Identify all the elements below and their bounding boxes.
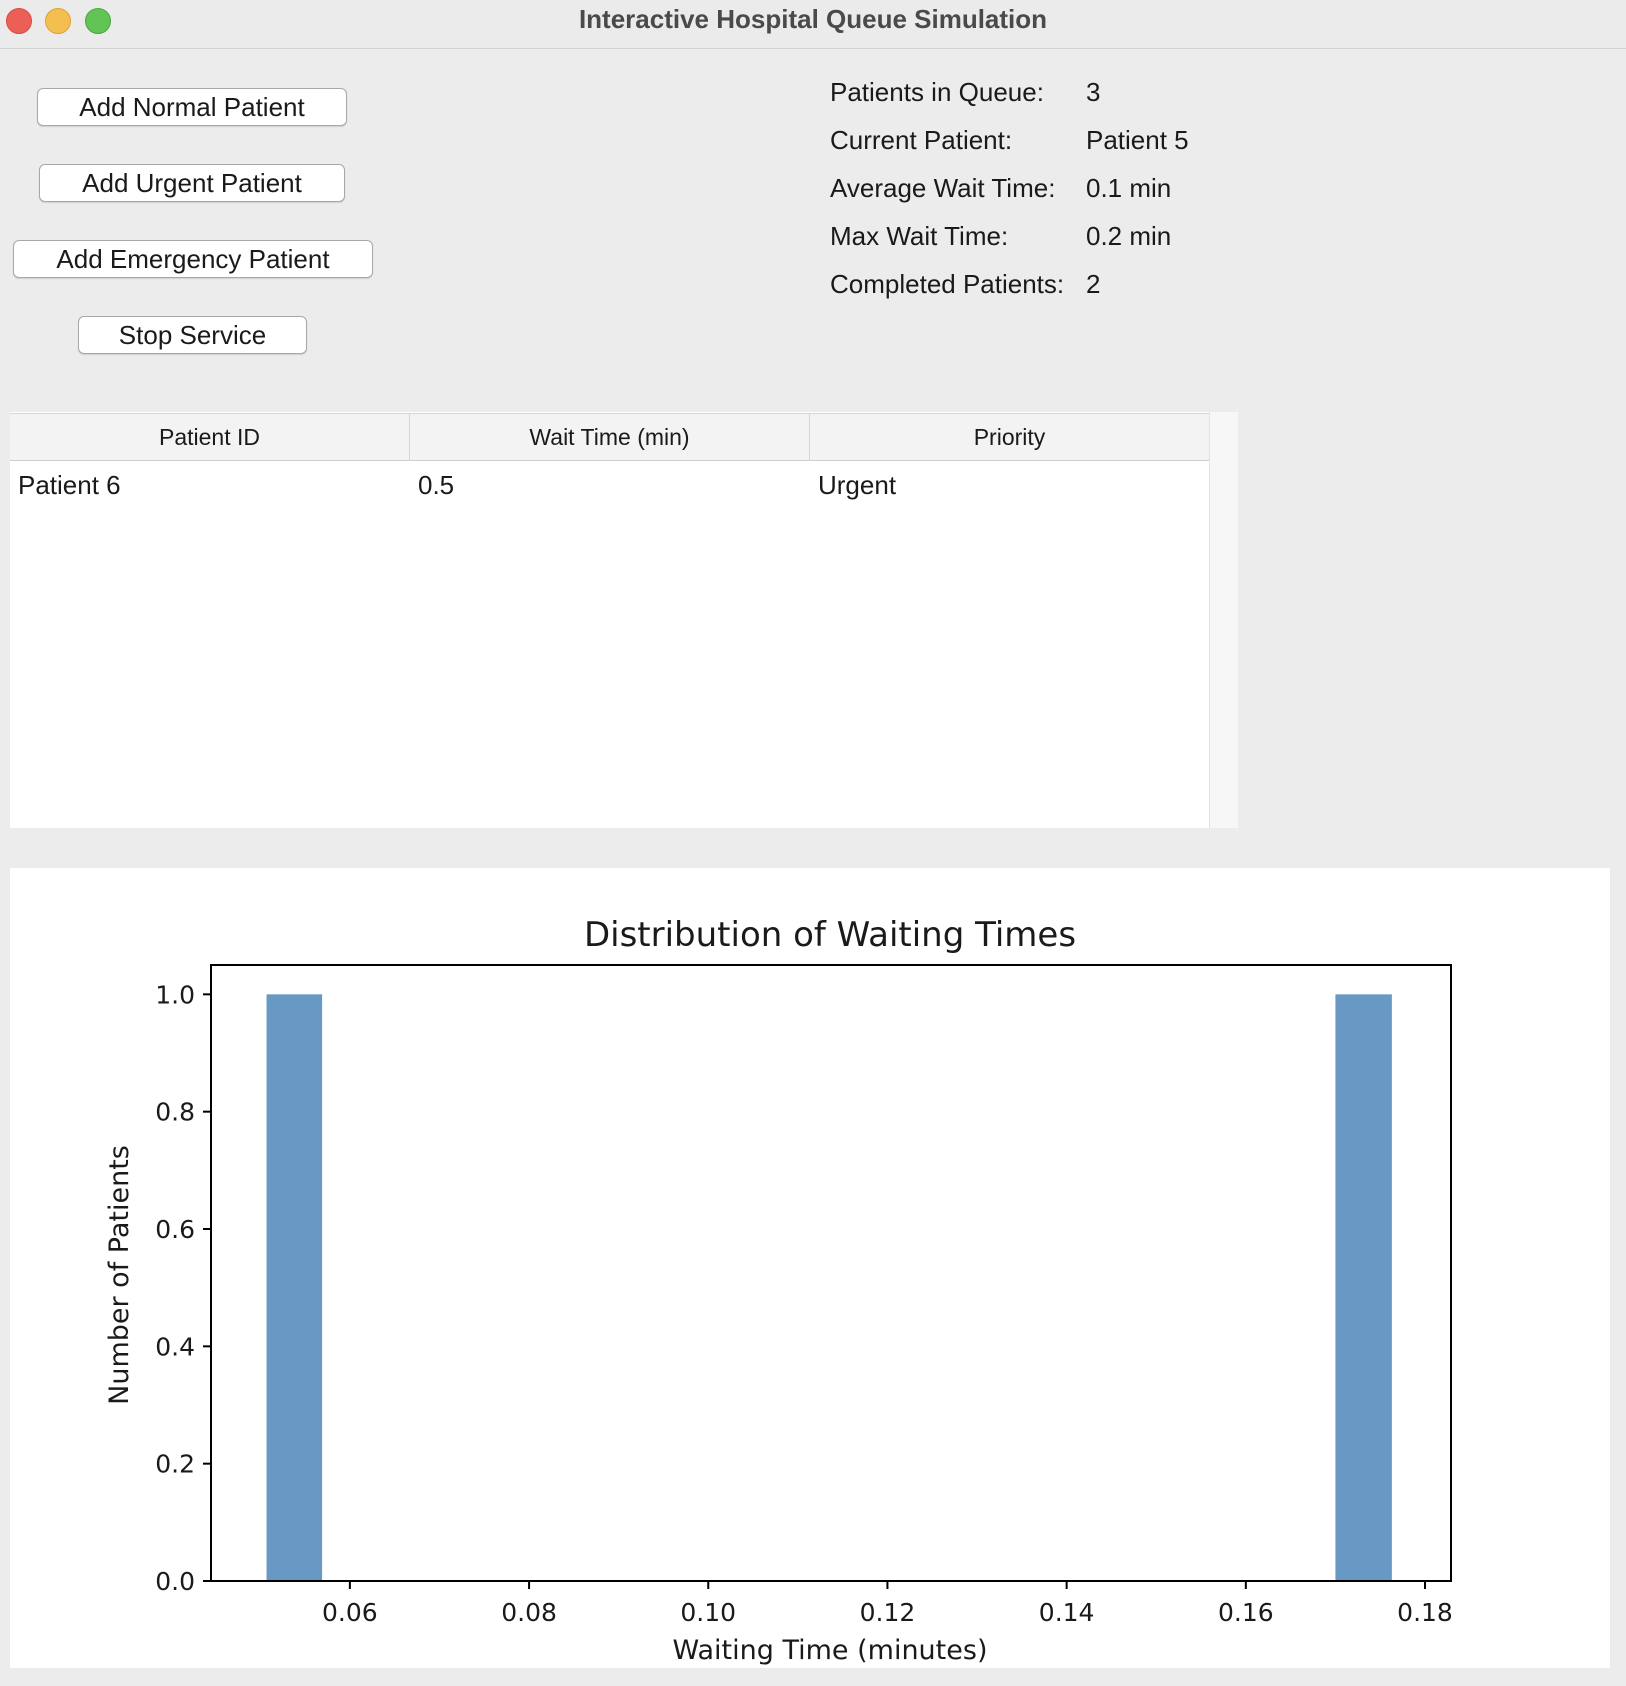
- x-tick-label: 0.10: [680, 1598, 736, 1627]
- waiting-times-chart: Distribution of Waiting Times 0.06 0.08 0.…: [10, 868, 1610, 1668]
- histogram-bar-0: [266, 994, 323, 1581]
- add-urgent-patient-button[interactable]: Add Urgent Patient: [39, 164, 345, 202]
- y-axis-label: Number of Patients: [104, 1145, 135, 1405]
- chart-canvas: Distribution of Waiting Times 0.06 0.08 0.…: [104, 915, 1453, 1666]
- average-wait-time-label: Average Wait Time:: [830, 173, 1056, 203]
- maximize-window-button[interactable]: [85, 8, 111, 34]
- x-tick-label: 0.08: [501, 1598, 557, 1627]
- max-wait-time-value: 0.2 min: [1086, 221, 1172, 251]
- add-normal-patient-button[interactable]: Add Normal Patient: [37, 88, 347, 126]
- y-tick-label: 0.6: [155, 1215, 195, 1244]
- x-tick-label: 0.14: [1039, 1598, 1095, 1627]
- patients-in-queue-value: 3: [1086, 77, 1101, 107]
- current-patient-value: Patient 5: [1086, 125, 1189, 155]
- max-wait-time-label: Max Wait Time:: [830, 221, 1009, 251]
- y-tick-label: 0.8: [155, 1098, 195, 1127]
- patients-in-queue-label: Patients in Queue:: [830, 77, 1044, 107]
- cell-patient-id: Patient 6: [18, 470, 121, 500]
- window-title: Interactive Hospital Queue Simulation: [578, 4, 1048, 34]
- completed-patients-label: Completed Patients:: [830, 269, 1065, 299]
- table-header: Patient ID Wait Time (min) Priority: [10, 413, 1210, 461]
- current-patient-label: Current Patient:: [830, 125, 1013, 155]
- chart-title: Distribution of Waiting Times: [584, 915, 1076, 955]
- column-header-priority[interactable]: Priority: [810, 414, 1210, 460]
- completed-patients-value: 2: [1086, 269, 1101, 299]
- plot-frame: [210, 964, 1452, 1582]
- y-tick-label: 0.2: [155, 1450, 195, 1479]
- cell-priority: Urgent: [818, 470, 897, 500]
- x-tick-label: 0.16: [1218, 1598, 1274, 1627]
- stop-service-button[interactable]: Stop Service: [78, 316, 307, 354]
- x-tick-label: 0.18: [1397, 1598, 1453, 1627]
- close-window-button[interactable]: [6, 8, 32, 34]
- patient-queue-table[interactable]: Patient ID Wait Time (min) Priority Pati…: [10, 412, 1238, 828]
- x-axis-label: Waiting Time (minutes): [673, 1635, 988, 1666]
- x-tick-label: 0.12: [860, 1598, 916, 1627]
- column-header-patient-id[interactable]: Patient ID: [10, 414, 410, 460]
- y-tick-label: 1.0: [155, 980, 195, 1009]
- column-header-wait-time[interactable]: Wait Time (min): [410, 414, 810, 460]
- y-tick-label: 0.4: [155, 1332, 195, 1361]
- average-wait-time-value: 0.1 min: [1086, 173, 1172, 203]
- cell-wait-time: 0.5: [418, 470, 455, 500]
- minimize-window-button[interactable]: [45, 8, 71, 34]
- table-scrollbar[interactable]: [1209, 412, 1238, 828]
- histogram-bar-1: [1335, 994, 1392, 1581]
- title-bar: Interactive Hospital Queue Simulation: [0, 0, 1626, 49]
- x-tick-label: 0.06: [322, 1598, 378, 1627]
- y-tick-label: 0.0: [155, 1567, 195, 1596]
- add-emergency-patient-button[interactable]: Add Emergency Patient: [13, 240, 373, 278]
